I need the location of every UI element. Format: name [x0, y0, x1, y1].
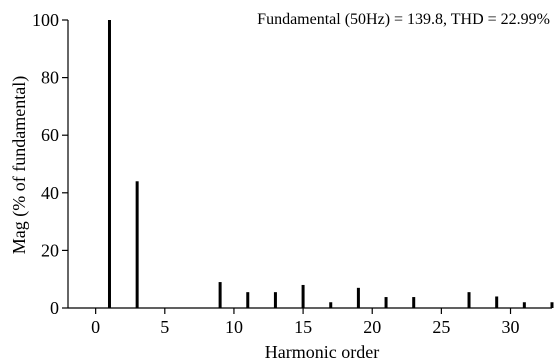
x-axis-title: Harmonic order — [265, 342, 379, 362]
bar-harmonic-31 — [522, 302, 526, 308]
bar-harmonic-9 — [218, 282, 222, 308]
bar-harmonic-23 — [412, 297, 416, 308]
x-tick-label-25: 25 — [432, 317, 450, 337]
y-tick-label-0: 0 — [50, 298, 59, 318]
bar-harmonic-29 — [495, 296, 499, 308]
x-tick-label-15: 15 — [294, 317, 312, 337]
bar-harmonic-17 — [329, 302, 333, 308]
y-tick-label-40: 40 — [41, 183, 59, 203]
y-tick-label-60: 60 — [41, 125, 59, 145]
bar-harmonic-15 — [301, 284, 305, 308]
bar-harmonic-27 — [467, 292, 471, 308]
x-tick-label-20: 20 — [363, 317, 381, 337]
bars-group — [107, 20, 554, 308]
chart-title: Fundamental (50Hz) = 139.8, THD = 22.99% — [257, 11, 550, 28]
bar-harmonic-33 — [550, 302, 554, 308]
bar-harmonic-19 — [356, 287, 360, 308]
bar-harmonic-13 — [273, 292, 277, 308]
y-axis-title: Mag (% of fundamental) — [9, 76, 30, 254]
x-tick-label-10: 10 — [225, 317, 243, 337]
y-tick-label-20: 20 — [41, 240, 59, 260]
y-ticks-group: 0 20 40 60 80 100 — [32, 10, 68, 318]
x-tick-label-5: 5 — [160, 317, 169, 337]
x-ticks-group: 0 5 10 15 20 25 30 — [91, 308, 520, 337]
bar-harmonic-3 — [135, 181, 139, 308]
y-tick-label-100: 100 — [32, 10, 59, 30]
bar-harmonic-21 — [384, 297, 388, 308]
x-tick-label-0: 0 — [91, 317, 100, 337]
x-tick-label-30: 30 — [502, 317, 520, 337]
bar-harmonic-1 — [107, 20, 111, 308]
bar-harmonic-11 — [246, 292, 250, 308]
y-tick-label-80: 80 — [41, 68, 59, 88]
